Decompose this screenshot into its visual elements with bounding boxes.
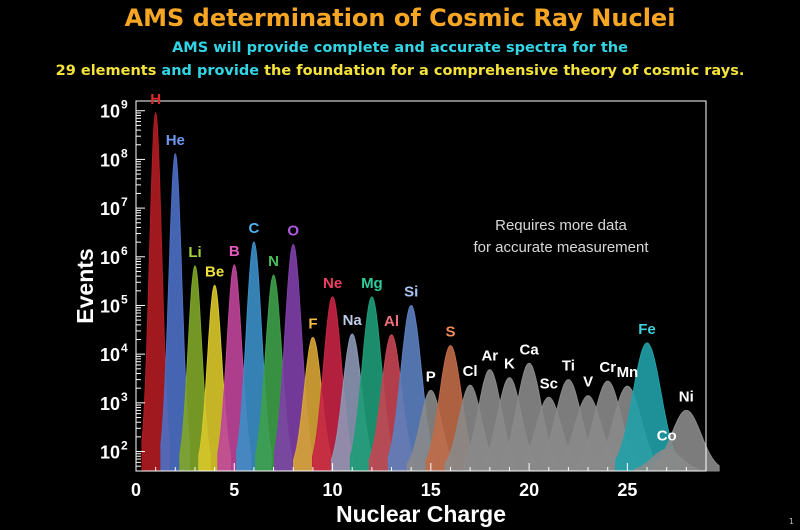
y-tick-label: 10 [100, 150, 120, 170]
subtitle-elements-count: 29 elements [55, 63, 157, 79]
element-label-h: H [150, 91, 161, 108]
element-label-fe: Fe [638, 321, 656, 338]
element-label-p: P [426, 368, 436, 385]
element-label-cr: Cr [599, 359, 616, 376]
element-label-mg: Mg [361, 275, 383, 292]
x-axis-label: Nuclear Charge [336, 501, 506, 527]
element-label-f: F [308, 316, 317, 333]
element-label-he: He [166, 132, 185, 149]
y-tick-label: 10 [100, 296, 120, 316]
element-label-v: V [583, 374, 593, 391]
element-label-s: S [445, 324, 455, 341]
x-tick-label: 5 [229, 480, 239, 500]
y-tick-exponent: 6 [121, 244, 128, 258]
slide-subtitle-line-1: AMS will provide complete and accurate s… [172, 40, 628, 56]
x-tick-label: 10 [323, 480, 343, 500]
element-label-o: O [287, 222, 299, 239]
element-label-ni: Ni [679, 388, 694, 405]
y-tick-exponent: 5 [121, 292, 128, 306]
x-tick-label: 15 [421, 480, 441, 500]
annotation-line-2: for accurate measurement [473, 239, 649, 256]
element-label-si: Si [404, 284, 418, 301]
y-tick-label: 10 [100, 345, 120, 365]
slide-title: AMS determination of Cosmic Ray Nuclei [124, 4, 676, 32]
element-label-mn: Mn [617, 364, 639, 381]
slide-subtitle-line-2: 29 elements and provide the foundation f… [0, 63, 800, 79]
element-label-al: Al [384, 313, 399, 330]
subtitle-foundation: the foundation for a comprehensive theor… [264, 63, 745, 79]
y-tick-exponent: 8 [121, 146, 128, 160]
element-label-li: Li [188, 244, 201, 261]
element-label-ar: Ar [481, 348, 498, 365]
y-tick-exponent: 7 [121, 195, 128, 209]
element-label-n: N [268, 253, 279, 270]
element-label-co: Co [657, 428, 677, 445]
y-tick-exponent: 3 [121, 390, 128, 404]
x-tick-label: 25 [617, 480, 637, 500]
peak-ni [653, 409, 720, 472]
y-axis-label: Events [72, 248, 98, 323]
x-tick-label: 20 [519, 480, 539, 500]
y-tick-label: 10 [100, 394, 120, 414]
slide-number: 1 [788, 517, 794, 526]
annotation-line-1: Requires more data [495, 217, 627, 234]
y-tick-label: 10 [100, 443, 120, 463]
y-tick-label: 10 [100, 248, 120, 268]
x-tick-label: 0 [131, 480, 141, 500]
element-label-ca: Ca [520, 341, 540, 358]
subtitle-connector: and provide [156, 63, 265, 79]
element-label-be: Be [205, 263, 224, 280]
element-label-sc: Sc [540, 375, 558, 392]
element-label-na: Na [343, 312, 363, 329]
y-tick-label: 10 [100, 102, 120, 122]
element-label-k: K [504, 356, 515, 373]
element-label-ti: Ti [562, 358, 575, 375]
y-tick-exponent: 4 [121, 341, 128, 355]
element-label-c: C [248, 220, 259, 237]
element-label-cl: Cl [463, 363, 478, 380]
plot-frame [135, 100, 707, 472]
y-tick-exponent: 9 [121, 98, 128, 112]
element-label-ne: Ne [323, 275, 342, 292]
element-label-b: B [229, 243, 240, 260]
y-tick-label: 10 [100, 199, 120, 219]
y-tick-exponent: 2 [121, 439, 128, 453]
